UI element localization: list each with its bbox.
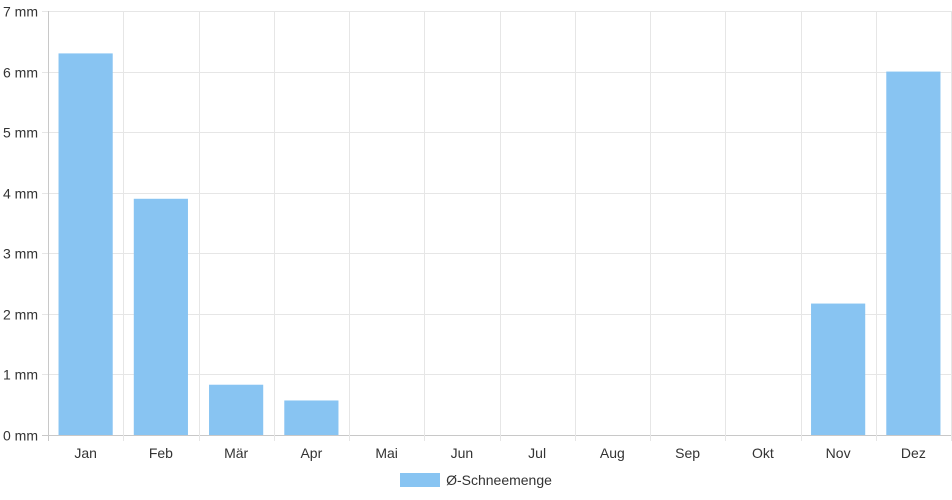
x-tick-label: Jul — [528, 445, 546, 461]
y-tick-label: 2 mm — [3, 307, 38, 323]
y-tick-label: 4 mm — [3, 186, 38, 202]
bar-mär[interactable] — [209, 384, 264, 435]
x-tick-label: Okt — [752, 445, 774, 461]
bar-feb[interactable] — [133, 198, 188, 435]
bar-dez[interactable] — [886, 71, 941, 436]
bar-nov[interactable] — [811, 303, 866, 435]
y-tick-label: 7 mm — [3, 4, 38, 20]
x-tick-label: Dez — [901, 445, 926, 461]
x-tick-label: Aug — [600, 445, 625, 461]
axes: 0 mm 1 mm 2 mm 3 mm 4 mm 5 mm 6 mm 7 mm Jan Feb Mä… — [3, 4, 926, 462]
x-tick-label: Jun — [451, 445, 474, 461]
x-tick-label: Jan — [74, 445, 97, 461]
legend-label-schneemenge: Ø-Schneemenge — [446, 472, 552, 488]
legend[interactable]: Ø-Schneemenge — [0, 472, 952, 488]
bar-apr[interactable] — [284, 400, 339, 435]
x-tick-label: Nov — [826, 445, 851, 461]
y-tick-label: 6 mm — [3, 65, 38, 81]
x-tick-label: Sep — [675, 445, 700, 461]
y-tick-label: 3 mm — [3, 246, 38, 262]
legend-swatch — [400, 473, 441, 487]
bar-chart: 0 mm 1 mm 2 mm 3 mm 4 mm 5 mm 6 mm 7 mm Jan Feb Mä… — [3, 4, 952, 462]
y-tick-label: 0 mm — [3, 428, 38, 444]
x-tick-label: Mär — [224, 445, 248, 461]
y-tick-label: 1 mm — [3, 367, 38, 383]
x-tick-label: Feb — [149, 445, 173, 461]
bar-jan[interactable] — [58, 53, 113, 436]
x-tick-label: Apr — [300, 445, 322, 461]
bars — [58, 53, 941, 436]
y-tick-label: 5 mm — [3, 125, 38, 141]
x-tick-label: Mai — [375, 445, 398, 461]
grid-lines — [42, 11, 952, 441]
